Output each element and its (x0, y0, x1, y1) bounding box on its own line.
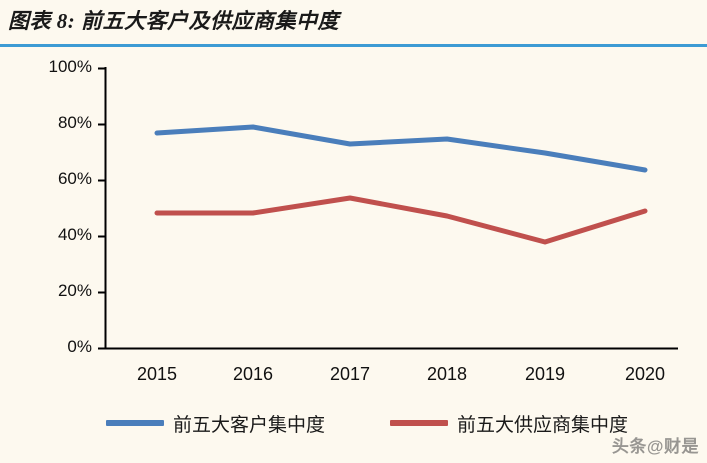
x-tick-label-2019: 2019 (524, 364, 566, 384)
legend-swatch-suppliers (390, 420, 448, 426)
chart-legend: 前五大客户集中度 前五大供应商集中度 (0, 405, 707, 445)
y-tick-label-20: 20% (57, 281, 92, 300)
y-tick-label-40: 40% (57, 225, 92, 244)
y-tick-label-80: 80% (57, 113, 92, 132)
figure-title: 图表 8: 前五大客户及供应商集中度 (8, 9, 339, 33)
legend-swatch-customers (106, 420, 164, 426)
line-chart: 100% 80% 60% 40% 20% 0% 2015 2016 2017 2… (0, 47, 707, 463)
legend-item-customers[interactable]: 前五大客户集中度 (106, 410, 325, 436)
title-divider (0, 44, 707, 47)
y-axis-ticks (98, 67, 105, 350)
legend-item-suppliers[interactable]: 前五大供应商集中度 (390, 410, 628, 436)
y-tick-label-60: 60% (57, 169, 92, 188)
series-line-suppliers (154, 195, 648, 245)
legend-label-suppliers: 前五大供应商集中度 (457, 414, 629, 436)
watermark: 头条@财是 (611, 437, 699, 456)
x-tick-label-2017: 2017 (329, 364, 371, 384)
x-tick-label-2016: 2016 (232, 364, 274, 384)
plot-svg (0, 47, 707, 463)
x-tick-label-2015: 2015 (136, 364, 178, 384)
figure-header: 图表 8: 前五大客户及供应商集中度 (0, 0, 707, 47)
plot-background (0, 47, 707, 463)
y-tick-label-0: 0% (67, 337, 92, 356)
series-line-customers (154, 124, 648, 173)
y-tick-label-100: 100% (48, 57, 92, 76)
legend-label-customers: 前五大客户集中度 (173, 414, 326, 436)
x-tick-label-2018: 2018 (426, 364, 468, 384)
x-tick-label-2020: 2020 (624, 364, 666, 384)
